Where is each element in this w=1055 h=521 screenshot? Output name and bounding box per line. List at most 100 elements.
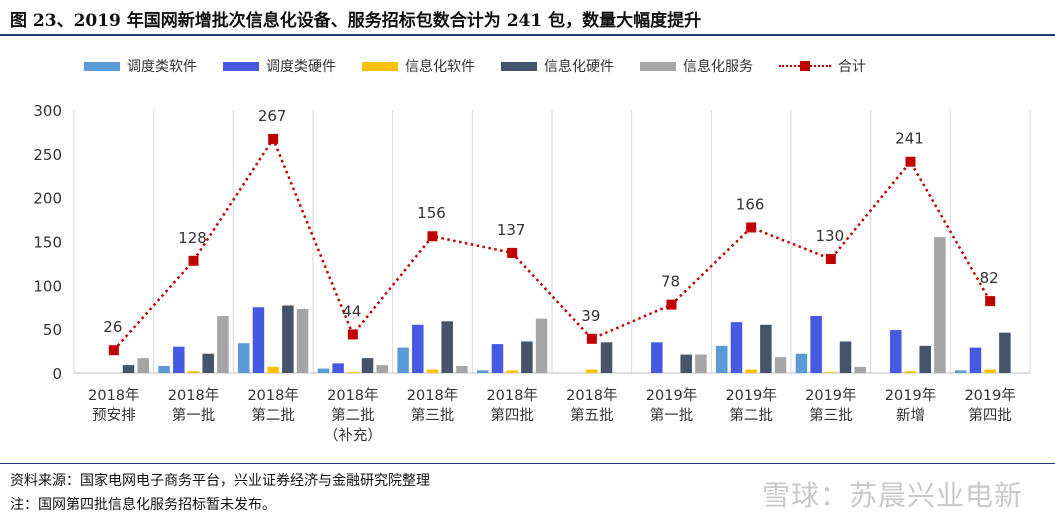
x-tick-label-line: 2019年: [964, 387, 1015, 404]
total-marker: [347, 329, 358, 340]
bar-2-5: [412, 324, 424, 373]
bar-1-3: [238, 343, 250, 373]
legend-swatch: [84, 61, 120, 71]
bar-5-5: [456, 365, 468, 373]
bar-4-3: [282, 305, 294, 373]
bar-3-11: [904, 371, 917, 373]
y-tick-label: 250: [33, 146, 62, 164]
total-marker: [985, 296, 996, 307]
x-tick-label: 2019年新增: [885, 387, 936, 424]
bar-4-7: [600, 342, 613, 373]
source-note: 资料来源：国家电网电子商务平台，兴业证券经济与金融研究院整理: [10, 473, 430, 489]
bar-1-4: [317, 368, 330, 373]
y-tick-label: 300: [33, 102, 62, 120]
total-marker: [188, 255, 199, 266]
x-tick-label-line: 预安排: [92, 407, 136, 424]
x-tick-label-line: （补充）: [324, 427, 382, 444]
legend-label: 信息化服务: [683, 59, 753, 75]
bar-3-7: [586, 369, 598, 373]
bar-3-3: [267, 366, 279, 373]
bar-2-11: [890, 330, 902, 373]
legend-label: 信息化硬件: [544, 59, 614, 75]
bar-2-2: [173, 346, 185, 373]
total-marker: [108, 345, 119, 356]
bar-3-5: [426, 369, 439, 373]
bar-4-8: [680, 354, 692, 373]
bar-4-4: [361, 358, 374, 373]
footer-divider: [0, 463, 1055, 464]
x-tick-label: 2018年第二批 （补充）: [324, 387, 382, 444]
bar-4-2: [202, 353, 214, 373]
watermark: 雪球：苏晨兴业电新: [761, 479, 1023, 512]
total-data-label: 166: [736, 195, 765, 213]
x-tick-label: 2018年第四批: [486, 387, 537, 424]
legend-item-it-software: 信息化软件: [362, 56, 475, 76]
legend-item-it-hardware: 信息化硬件: [501, 56, 614, 76]
total-data-label: 130: [816, 227, 845, 245]
x-tick-label-line: 2019年: [646, 387, 697, 404]
bar-1-5: [397, 347, 409, 373]
total-data-label: 82: [980, 269, 999, 287]
total-data-label: 241: [895, 130, 924, 148]
legend-swatch: [501, 61, 537, 71]
bar-1-6: [477, 370, 489, 373]
bar-5-8: [695, 354, 707, 373]
chart-legend: 调度类软件 调度类硬件 信息化软件 信息化硬件 信息化服务 合计: [84, 56, 892, 76]
bar-1-9: [716, 345, 728, 373]
bar-4-10: [839, 341, 852, 373]
x-tick-label-line: 2018年: [407, 387, 458, 404]
total-data-label: 26: [103, 318, 122, 336]
legend-swatch: [362, 61, 398, 71]
total-data-label: 137: [497, 221, 526, 239]
x-tick-label: 2019年第一批: [646, 387, 697, 424]
x-tick-label-line: 2019年: [805, 387, 856, 404]
legend-label: 调度类硬件: [266, 59, 336, 75]
bar-4-11: [919, 345, 931, 373]
x-tick-label-line: 第三批: [809, 406, 853, 424]
total-data-label: 128: [178, 229, 207, 247]
y-tick-label: 50: [43, 321, 62, 339]
x-tick-label-line: 第二批: [729, 406, 773, 424]
bar-1-10: [795, 353, 808, 373]
legend-swatch: [223, 61, 259, 71]
x-tick-label: 2019年第二批: [725, 387, 776, 424]
total-marker: [427, 231, 438, 242]
bar-4-1: [122, 365, 135, 373]
total-marker: [268, 133, 279, 144]
total-marker: [666, 299, 677, 310]
x-tick-label-line: 2018年: [88, 387, 139, 404]
y-tick-label: 200: [33, 190, 62, 208]
bar-1-12: [955, 370, 967, 373]
bar-5-9: [774, 357, 787, 373]
x-tick-label-line: 2018年: [327, 387, 378, 404]
x-tick-label-line: 第一批: [650, 406, 694, 424]
x-tick-label-line: 2018年: [486, 387, 537, 404]
x-tick-label: 2018年第二批: [247, 387, 298, 424]
chart-plot: 0 50 100 150 200 250 300 26 128 267 44 156 137 39 78 16…: [33, 102, 1031, 444]
total-data-label: 39: [581, 307, 600, 325]
bar-2-10: [810, 316, 822, 373]
x-tick-label-line: 第一批: [172, 406, 216, 424]
bar-4-6: [521, 341, 533, 373]
total-marker: [507, 247, 518, 258]
total-data-label: 267: [258, 107, 287, 125]
legend-swatch: [640, 61, 676, 71]
total-data-label: 156: [417, 204, 446, 222]
bar-5-10: [854, 366, 866, 373]
bar-5-6: [535, 318, 548, 373]
bar-5-2: [217, 316, 229, 373]
bar-3-10: [825, 372, 837, 373]
y-tick-label: 0: [52, 365, 62, 383]
legend-item-it-services: 信息化服务: [640, 56, 753, 76]
total-marker: [586, 333, 597, 344]
bar-3-9: [745, 369, 757, 373]
x-tick-label-line: 第二批: [331, 406, 375, 424]
bar-3-6: [506, 370, 518, 373]
legend-label: 信息化软件: [405, 59, 475, 75]
bar-5-11: [934, 237, 946, 373]
legend-label: 调度类软件: [127, 59, 197, 75]
bar-2-3: [252, 307, 265, 373]
total-data-label: 78: [661, 273, 680, 291]
x-tick-label: 2018年第三批: [407, 387, 458, 424]
footnote: 注：国网第四批信息化服务招标暂未发布。: [10, 497, 276, 513]
